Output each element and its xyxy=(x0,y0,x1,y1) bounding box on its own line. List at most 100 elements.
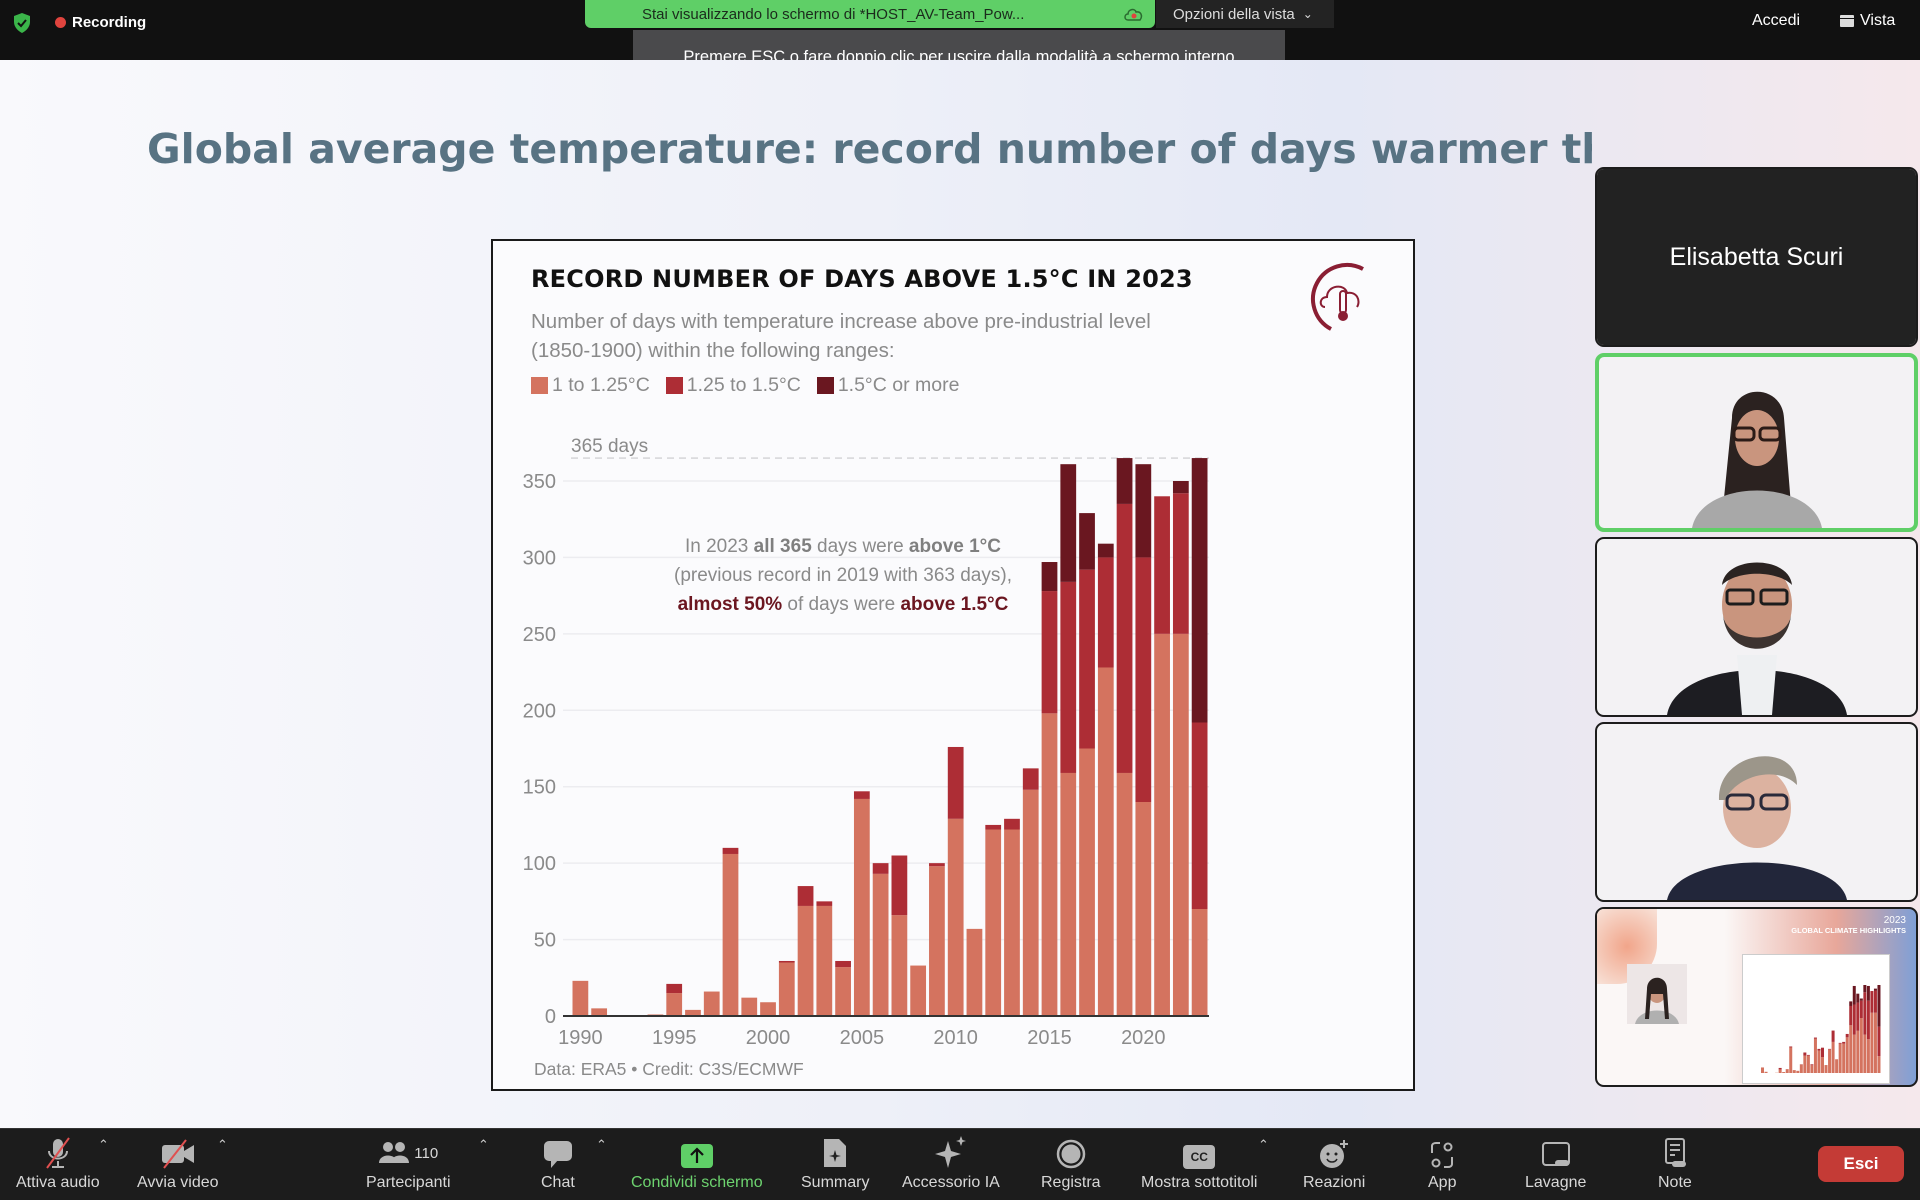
thumbnail-bar xyxy=(1789,1047,1793,1073)
notes-button[interactable]: Note xyxy=(1658,1137,1692,1192)
thumbnail-bar xyxy=(1838,1042,1842,1044)
sign-in-button[interactable]: Accedi xyxy=(1752,12,1801,29)
bar-segment-2018-s0 xyxy=(1097,667,1114,1016)
bar-segment-2008-s0 xyxy=(910,965,927,1016)
participant-tile[interactable] xyxy=(1595,722,1918,902)
thumbnail-bar xyxy=(1863,1034,1867,1073)
bar-segment-2023-s1 xyxy=(1191,722,1208,909)
share-banner-text: Stai visualizzando lo schermo di *HOST_A… xyxy=(642,5,1025,23)
legend-swatch xyxy=(665,377,683,394)
participant-tile[interactable] xyxy=(1595,537,1918,717)
thumbnail-bar xyxy=(1866,985,1870,1001)
security-shield-icon[interactable] xyxy=(12,12,32,34)
unmute-button[interactable]: Attiva audio xyxy=(16,1137,100,1192)
thumbnail-bar xyxy=(1821,1047,1824,1058)
thumbnail-bar xyxy=(1810,1065,1814,1073)
captions-label: Mostra sottotitoli xyxy=(1141,1174,1258,1191)
x-tick-label: 2020 xyxy=(1121,1027,1166,1049)
thumbnail-bar xyxy=(1856,993,1860,1003)
apps-label: App xyxy=(1428,1174,1457,1191)
apps-button[interactable]: App xyxy=(1428,1137,1456,1192)
annotation-text: (previous record in 2019 with 363 days), xyxy=(674,565,1012,586)
notes-icon xyxy=(1662,1137,1688,1169)
chat-options-caret[interactable]: ⌃ xyxy=(596,1137,607,1152)
participant-tile[interactable]: Elisabetta Scuri xyxy=(1595,167,1918,347)
ai-companion-button[interactable]: Accessorio IA xyxy=(902,1136,1000,1192)
participant-tile-screen-share[interactable]: 2023 GLOBAL CLIMATE HIGHLIGHTS xyxy=(1595,907,1918,1087)
thumbnail-bar xyxy=(1873,1012,1877,1073)
start-video-button[interactable]: Avvia video xyxy=(137,1137,219,1192)
thumbnail-bar xyxy=(1856,1030,1860,1073)
bar-segment-1996-s0 xyxy=(685,1009,701,1016)
bar-segment-2018-s1 xyxy=(1097,557,1114,668)
annotation-emphasis: all 365 xyxy=(753,536,812,557)
thumbnail-bar xyxy=(1831,1041,1835,1073)
captions-button[interactable]: CC Mostra sottotitoli xyxy=(1141,1137,1257,1192)
participants-button[interactable]: 110 Partecipanti xyxy=(366,1137,451,1192)
reactions-button[interactable]: Reazioni xyxy=(1303,1137,1365,1192)
share-screen-label: Condividi schermo xyxy=(631,1174,763,1191)
viewing-share-banner: Stai visualizzando lo schermo di *HOST_A… xyxy=(585,0,1155,28)
share-screen-button[interactable]: Condividi schermo xyxy=(631,1137,763,1192)
bar-segment-2017-s1 xyxy=(1079,569,1095,749)
thumbnail-bar xyxy=(1799,1064,1803,1073)
x-tick-label: 1990 xyxy=(558,1027,603,1049)
ai-companion-label: Accessorio IA xyxy=(902,1174,1000,1191)
reactions-label: Reazioni xyxy=(1303,1174,1366,1191)
bar-segment-1995-s0 xyxy=(666,993,683,1016)
thumbnail-bar xyxy=(1803,1052,1807,1056)
bar-segment-2006-s1 xyxy=(872,863,889,874)
thumbnail-bar xyxy=(1813,1038,1817,1073)
whiteboard-icon xyxy=(1541,1137,1571,1169)
view-options-label: Opzioni della vista xyxy=(1173,5,1295,23)
view-button-label: Vista xyxy=(1860,12,1896,29)
participant-tile-speaking[interactable] xyxy=(1595,353,1918,532)
captions-options-caret[interactable]: ⌃ xyxy=(1258,1137,1269,1152)
bar-segment-2005-s1 xyxy=(853,791,870,799)
participant-name: Elisabetta Scuri xyxy=(1597,169,1916,345)
recording-label: Recording xyxy=(72,14,147,31)
thumbnail-bar xyxy=(1845,1033,1849,1038)
start-video-label: Avvia video xyxy=(137,1174,219,1191)
thumbnail-bar xyxy=(1817,1048,1821,1051)
thumbnail-bar xyxy=(1870,1012,1874,1073)
thumbnail-bar xyxy=(1859,1000,1863,1019)
chart-title: RECORD NUMBER OF DAYS ABOVE 1.5°C IN 202… xyxy=(531,265,1193,293)
recording-dot-icon xyxy=(55,17,66,28)
annotation-emphasis: above 1°C xyxy=(908,536,1001,557)
summary-button[interactable]: Summary xyxy=(801,1137,869,1192)
video-off-icon xyxy=(160,1137,196,1169)
thumbnail-bar xyxy=(1831,1030,1835,1042)
participants-options-caret[interactable]: ⌃ xyxy=(478,1137,489,1152)
thumbnail-bar xyxy=(1866,1000,1870,1040)
reactions-smiley-icon xyxy=(1319,1137,1349,1169)
audio-options-caret[interactable]: ⌃ xyxy=(98,1137,109,1152)
video-options-caret[interactable]: ⌃ xyxy=(217,1137,228,1152)
thumbnail-bar xyxy=(1761,1067,1764,1073)
annotation-text: In 2023 xyxy=(684,536,754,557)
bar-segment-2022-s1 xyxy=(1172,493,1189,634)
thumbnail-bar xyxy=(1863,992,1867,1035)
bar-segment-2016-s0 xyxy=(1060,772,1077,1016)
reference-line-label: 365 days xyxy=(571,436,648,457)
y-tick-label: 350 xyxy=(523,471,556,493)
chat-button[interactable]: Chat xyxy=(541,1137,575,1192)
bar-segment-2022-s0 xyxy=(1172,633,1189,1016)
whiteboards-button[interactable]: Lavagne xyxy=(1525,1137,1586,1192)
annotation-text: of days were xyxy=(782,594,901,615)
bar-segment-1997-s0 xyxy=(703,991,720,1016)
chevron-down-icon: ⌄ xyxy=(1302,7,1313,21)
legend-item: 1 to 1.25°C xyxy=(531,374,650,397)
thumbnail-bar xyxy=(1778,1067,1782,1070)
thumbnail-bar xyxy=(1810,1064,1814,1066)
view-options-dropdown[interactable]: Opzioni della vista ⌄ xyxy=(1156,0,1334,28)
view-button[interactable]: Vista xyxy=(1840,12,1895,30)
x-tick-label: 2010 xyxy=(933,1027,978,1049)
thumbnail-bar xyxy=(1852,1034,1856,1073)
bar-segment-2004-s0 xyxy=(835,967,851,1016)
thumbnail-bar xyxy=(1764,1071,1768,1073)
record-button[interactable]: Registra xyxy=(1041,1137,1101,1192)
legend-swatch xyxy=(531,377,548,394)
thumbnail-bar xyxy=(1828,1049,1832,1073)
leave-meeting-button[interactable]: Esci xyxy=(1818,1146,1904,1182)
